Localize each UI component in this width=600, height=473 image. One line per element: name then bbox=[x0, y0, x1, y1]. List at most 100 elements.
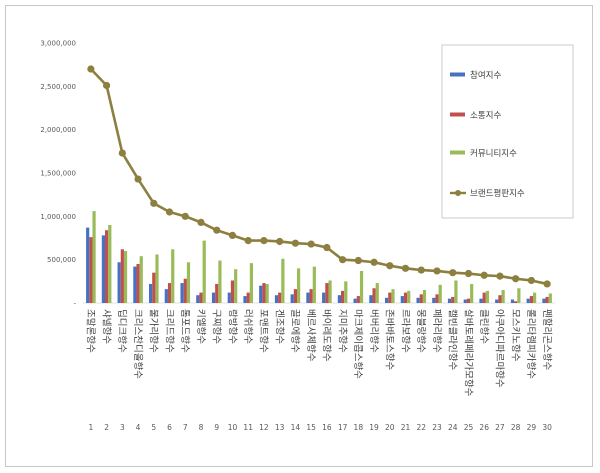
bar bbox=[341, 290, 345, 303]
rank-label: 23 bbox=[432, 423, 442, 432]
bar bbox=[86, 227, 90, 303]
x-tick-label: 르라보향수 bbox=[399, 309, 411, 353]
bar bbox=[419, 294, 423, 303]
rank-label: 9 bbox=[214, 423, 219, 432]
bar bbox=[388, 292, 392, 303]
rank-label: 26 bbox=[479, 423, 489, 432]
bar bbox=[297, 268, 301, 303]
bar bbox=[155, 254, 159, 303]
bar bbox=[227, 292, 231, 303]
bar bbox=[407, 290, 411, 303]
bar bbox=[369, 295, 373, 303]
bar bbox=[495, 299, 499, 303]
bar bbox=[230, 280, 235, 303]
x-tick-label: 버버리향수 bbox=[368, 309, 380, 353]
line-point bbox=[307, 240, 315, 248]
rank-label: 11 bbox=[243, 423, 253, 432]
x-tick-label: 랑방향수 bbox=[226, 309, 238, 344]
rank-label: 7 bbox=[183, 423, 188, 432]
line-point bbox=[323, 243, 331, 252]
bar bbox=[451, 296, 455, 303]
rank-label: 29 bbox=[527, 423, 537, 432]
rank-label: 5 bbox=[151, 423, 156, 432]
line-point bbox=[134, 175, 142, 183]
bar bbox=[218, 260, 222, 303]
legend-swatch bbox=[450, 72, 465, 77]
bar bbox=[186, 262, 191, 303]
bar bbox=[149, 283, 153, 303]
legend-label: 소통지수 bbox=[470, 111, 501, 121]
bar bbox=[89, 237, 93, 303]
line-point bbox=[370, 258, 378, 266]
x-tick-label: 키엘향수 bbox=[195, 309, 207, 344]
line-point bbox=[339, 256, 347, 264]
legend-label: 브랜드평판지수 bbox=[470, 188, 525, 199]
x-axis-labels: 조말론향수 1 샤넬향수 2 딥디크향수 3 크리스찬디올향수 4 불가리향수 5 크리드향수 6 톰포… bbox=[85, 309, 553, 432]
line-point bbox=[276, 237, 284, 246]
rank-label: 20 bbox=[385, 423, 395, 432]
bar bbox=[306, 292, 310, 303]
rank-label: 28 bbox=[511, 423, 521, 432]
bar bbox=[545, 296, 549, 303]
line-point bbox=[291, 239, 299, 247]
bar bbox=[120, 249, 124, 303]
x-tick-label: 아쿠아디파르마향수 bbox=[494, 309, 506, 388]
bar bbox=[259, 285, 263, 303]
bar bbox=[234, 269, 238, 303]
x-tick-label: 구찌향수 bbox=[211, 309, 223, 344]
bar bbox=[438, 284, 442, 303]
bar bbox=[400, 296, 404, 303]
line-point bbox=[244, 237, 252, 245]
line-point bbox=[449, 269, 457, 277]
bar bbox=[403, 292, 408, 303]
bar bbox=[293, 289, 297, 303]
bar bbox=[435, 294, 439, 303]
rank-label: 13 bbox=[275, 423, 285, 432]
legend-marker bbox=[455, 190, 461, 196]
line-point bbox=[527, 276, 536, 285]
bar bbox=[529, 296, 533, 303]
bar bbox=[249, 263, 253, 303]
line-point bbox=[417, 266, 425, 274]
bar bbox=[117, 262, 121, 303]
bar bbox=[139, 256, 143, 303]
x-tick-label: 포맨트향수 bbox=[258, 309, 270, 353]
rank-label: 19 bbox=[369, 423, 379, 432]
x-tick-label: 지미추향수 bbox=[336, 309, 348, 353]
y-tick-label: 1,000,000 bbox=[40, 213, 76, 221]
bar bbox=[501, 290, 505, 303]
bar bbox=[123, 251, 128, 303]
rank-label: 16 bbox=[322, 423, 332, 432]
x-tick-label: 존바바토스향수 bbox=[384, 309, 396, 370]
line-point bbox=[496, 272, 504, 280]
bar bbox=[391, 289, 395, 303]
line-point bbox=[213, 226, 221, 234]
line-point bbox=[433, 267, 441, 275]
bar bbox=[183, 278, 187, 303]
line-point bbox=[103, 81, 111, 90]
bar bbox=[108, 225, 112, 303]
rank-label: 14 bbox=[291, 423, 301, 432]
bar bbox=[246, 292, 250, 303]
x-tick-label: 바이레도향수 bbox=[321, 309, 333, 362]
line-point bbox=[181, 212, 189, 220]
bar bbox=[199, 292, 203, 303]
bar bbox=[243, 296, 247, 303]
x-tick-label: 페라리향수 bbox=[431, 309, 443, 353]
x-tick-label: 끌로에향수 bbox=[289, 309, 301, 353]
rank-label: 18 bbox=[354, 423, 364, 432]
y-axis: - 500,000 1,000,000 1,500,000 2,000,000 2,500… bbox=[40, 40, 555, 308]
bar bbox=[359, 270, 364, 303]
rank-label: 4 bbox=[136, 423, 141, 432]
bar bbox=[526, 298, 530, 303]
bar bbox=[312, 266, 316, 303]
bar bbox=[105, 230, 109, 303]
bar bbox=[385, 297, 389, 303]
line-series bbox=[87, 65, 551, 288]
bar-series bbox=[86, 211, 552, 303]
line-point bbox=[512, 275, 520, 283]
y-tick-label: 1,500,000 bbox=[40, 170, 76, 178]
y-tick-label: 3,000,000 bbox=[40, 40, 76, 48]
x-tick-label: 베르사체향수 bbox=[305, 309, 317, 362]
